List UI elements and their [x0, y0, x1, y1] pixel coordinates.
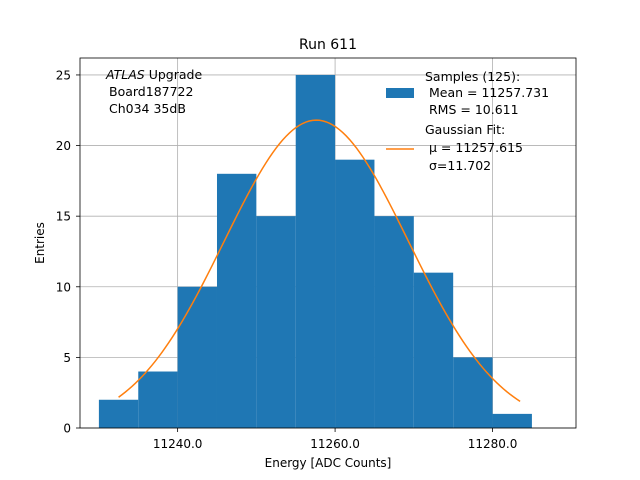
legend-fit-sigma: σ=11.702	[429, 158, 491, 173]
x-tick-label: 11260.0	[310, 437, 360, 451]
legend-samples-title: Samples (125):	[425, 69, 520, 84]
atlas-annotation: ATLAS Upgrade Board187722 Ch034 35dB	[105, 67, 202, 116]
y-tick-label: 15	[56, 210, 71, 224]
histogram-bar	[138, 371, 178, 428]
y-tick-label: 10	[56, 280, 71, 294]
histogram-bar	[216, 173, 257, 428]
atlas-label: ATLAS Upgrade	[105, 67, 202, 82]
legend-fit-title: Gaussian Fit:	[425, 122, 505, 137]
y-tick-label: 0	[63, 422, 71, 436]
histogram-bar	[177, 286, 217, 428]
histogram-bar	[413, 272, 454, 428]
x-tick-label: 11240.0	[153, 437, 203, 451]
x-tick-label: 11280.0	[468, 437, 518, 451]
plot-frame	[79, 57, 577, 429]
legend-samples-patch	[386, 88, 414, 98]
histogram-bar	[335, 159, 375, 428]
histogram-bar	[492, 413, 532, 428]
x-axis-label: Energy [ADC Counts]	[265, 456, 392, 470]
histogram-bars	[98, 74, 532, 428]
histogram-bar	[295, 74, 336, 428]
histogram-bar	[256, 216, 296, 428]
y-tick-label: 25	[56, 68, 71, 82]
atlas-upgrade: Upgrade	[145, 67, 203, 82]
y-tick-label: 20	[56, 139, 71, 153]
legend-fit-mu: μ = 11257.615	[429, 140, 523, 155]
x-axis-ticks: 11240.0 11260.0 11280.0	[153, 428, 518, 451]
chart-title: Run 611	[299, 37, 357, 53]
histogram-bar	[453, 357, 493, 428]
legend-samples-mean: Mean = 11257.731	[429, 85, 549, 100]
y-axis-label: Entries	[33, 222, 47, 264]
board-label: Board187722	[109, 84, 193, 99]
gaussian-fit-curve	[118, 119, 521, 402]
atlas-italic: ATLAS	[105, 67, 145, 82]
channel-label: Ch034 35dB	[109, 101, 186, 116]
legend: Samples (125): Mean = 11257.731 RMS = 10…	[386, 69, 549, 173]
legend-samples-rms: RMS = 10.611	[429, 102, 519, 117]
histogram-bar	[374, 216, 414, 428]
histogram-bar	[98, 399, 139, 428]
y-tick-label: 5	[63, 351, 71, 365]
y-axis-ticks: 0 5 10 15 20 25	[56, 68, 80, 436]
